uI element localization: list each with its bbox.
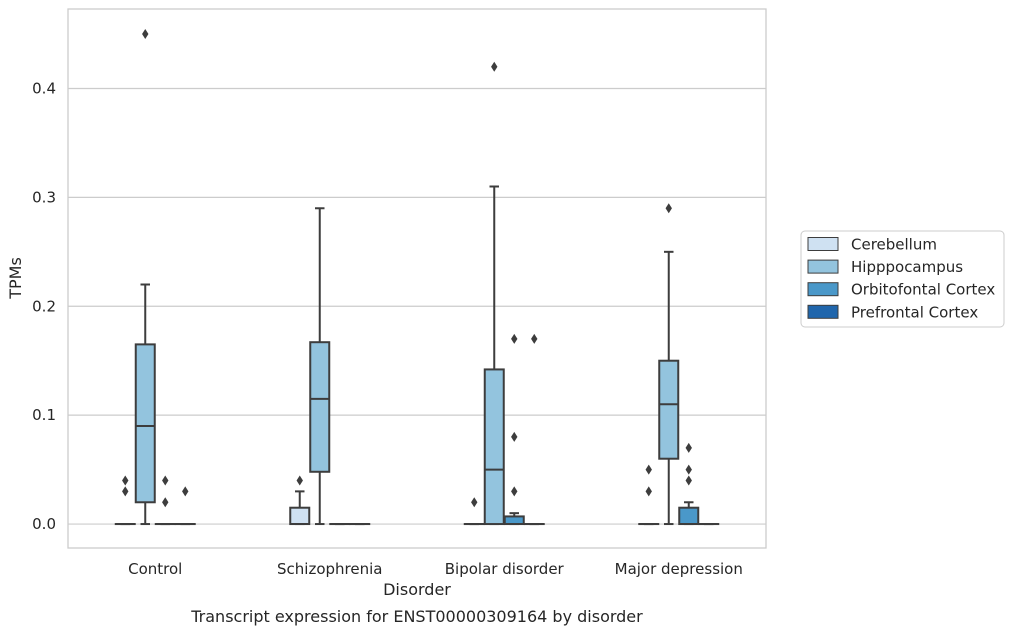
outlier-point: [685, 442, 692, 453]
box: [503, 333, 525, 526]
legend-swatch: [807, 304, 839, 319]
box: [309, 207, 331, 526]
legend-label: Hipppocampus: [851, 258, 963, 276]
box: [174, 486, 196, 526]
outlier-point: [142, 29, 149, 40]
box-series-hipppocampus: [134, 29, 680, 526]
x-tick-label: Major depression: [615, 560, 743, 578]
box-iqr: [658, 359, 680, 460]
legend-swatch: [807, 282, 839, 297]
y-tick-label: 0.3: [32, 188, 56, 206]
outlier-point: [296, 475, 303, 486]
box-iqr: [309, 341, 331, 473]
box: [678, 442, 700, 526]
outlier-point: [511, 333, 518, 344]
outlier-point: [182, 486, 189, 497]
chart-caption: Transcript expression for ENST0000030916…: [190, 607, 643, 626]
outlier-point: [645, 464, 652, 475]
outlier-point: [665, 203, 672, 214]
legend-items: Cerebellum Hipppocampus Orbitofontal Corte…: [807, 236, 995, 321]
box: [289, 475, 311, 526]
outlier-point: [491, 61, 498, 72]
box-iqr: [483, 368, 505, 526]
outlier-point: [511, 431, 518, 442]
y-tick-label: 0.2: [32, 297, 56, 315]
legend-label: Prefrontal Cortex: [851, 303, 978, 321]
legend-swatch: [807, 259, 839, 274]
x-tick-label: Bipolar disorder: [445, 560, 565, 578]
y-axis-ticks: 0.0 0.1 0.2 0.3 0.4: [32, 79, 56, 533]
legend: Cerebellum Hipppocampus Orbitofontal Corte…: [800, 230, 1005, 328]
legend-label: Orbitofontal Cortex: [851, 281, 995, 299]
box: [483, 61, 505, 526]
y-tick-label: 0.1: [32, 406, 56, 424]
box-series-orbitofontal-cortex: [154, 333, 700, 526]
outlier-point: [122, 475, 129, 486]
x-axis-ticks: Control Schizophrenia Bipolar disorder Majo…: [128, 560, 743, 578]
outlier-point: [645, 486, 652, 497]
outlier-point: [162, 475, 169, 486]
box-series: [114, 29, 720, 526]
box: [463, 497, 485, 526]
box: [638, 464, 660, 526]
box: [658, 203, 680, 526]
x-tick-label: Control: [128, 560, 182, 578]
box-iqr: [134, 343, 156, 504]
legend-swatch: [807, 237, 839, 251]
outlier-point: [685, 475, 692, 486]
y-tick-label: 0.0: [32, 515, 56, 533]
box-series-prefrontal-cortex: [174, 333, 720, 526]
outlier-point: [122, 486, 129, 497]
box: [523, 333, 545, 526]
x-axis-label: Disorder: [383, 580, 451, 599]
outlier-point: [162, 497, 169, 508]
y-axis-label: TPMs: [6, 257, 25, 300]
outlier-point: [531, 333, 538, 344]
x-tick-label: Schizophrenia: [277, 560, 382, 578]
box-series-cerebellum: [114, 464, 660, 526]
outlier-point: [511, 486, 518, 497]
box: [114, 475, 136, 526]
box: [134, 29, 156, 526]
legend-frame: [800, 230, 1005, 328]
box-iqr: [678, 506, 700, 526]
outlier-point: [685, 464, 692, 475]
y-tick-label: 0.4: [32, 79, 56, 97]
box-iqr: [503, 515, 525, 526]
legend-label: Cerebellum: [851, 236, 937, 254]
box-iqr: [289, 506, 311, 526]
plot-area-frame: [67, 8, 767, 549]
outlier-point: [471, 497, 478, 508]
